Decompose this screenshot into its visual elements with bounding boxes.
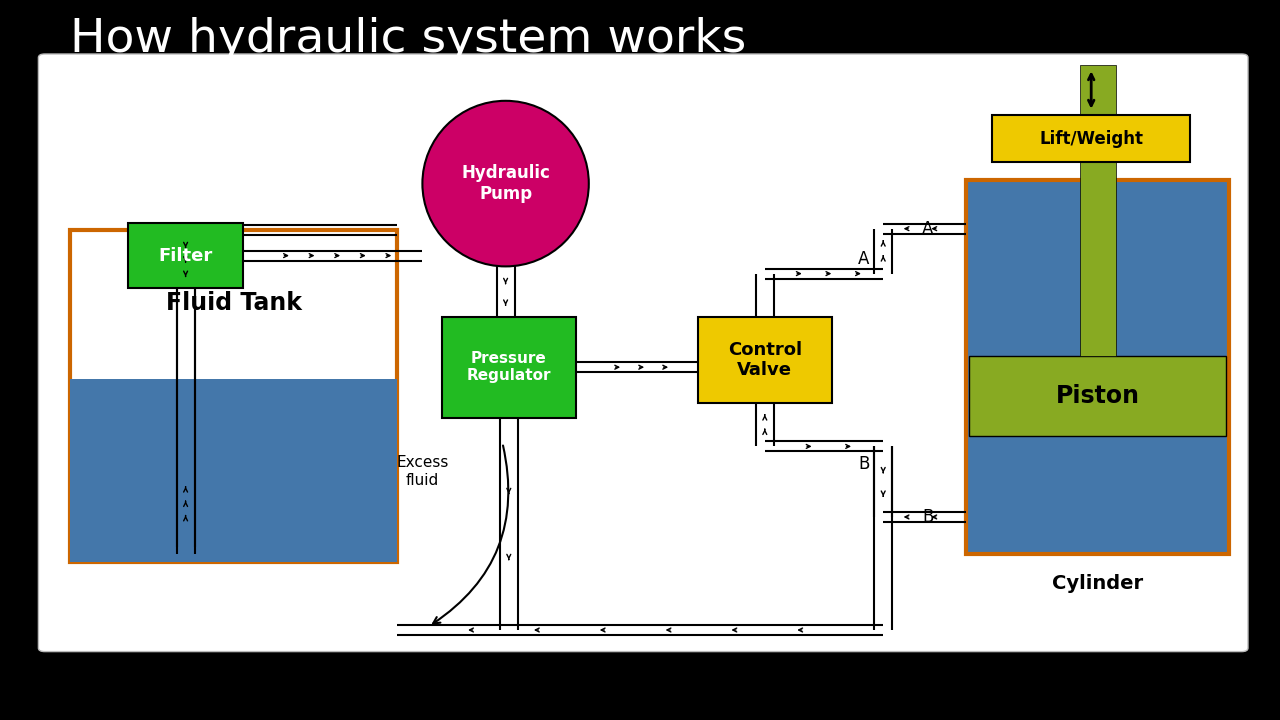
- Text: Fluid Tank: Fluid Tank: [165, 292, 302, 315]
- Bar: [70, 230, 397, 562]
- Bar: [992, 115, 1190, 162]
- Text: B: B: [859, 456, 869, 474]
- Bar: [1080, 65, 1116, 356]
- Text: A: A: [859, 250, 869, 268]
- Text: Piston: Piston: [1056, 384, 1139, 408]
- Bar: [969, 356, 1226, 436]
- Bar: [966, 180, 1229, 554]
- FancyBboxPatch shape: [38, 54, 1248, 652]
- Text: Cylinder: Cylinder: [1052, 574, 1143, 593]
- Text: Lift/Weight: Lift/Weight: [1039, 130, 1143, 148]
- Bar: [442, 317, 576, 418]
- Bar: [70, 379, 397, 562]
- Bar: [128, 223, 243, 288]
- Text: B: B: [923, 508, 933, 526]
- Ellipse shape: [422, 101, 589, 266]
- Text: Pressure
Regulator: Pressure Regulator: [466, 351, 552, 383]
- Text: Excess
fluid: Excess fluid: [397, 456, 448, 488]
- Text: A: A: [923, 220, 933, 238]
- Text: Filter: Filter: [159, 247, 212, 265]
- FancyArrowPatch shape: [433, 446, 508, 624]
- Bar: [698, 317, 832, 403]
- Text: How hydraulic system works: How hydraulic system works: [70, 17, 746, 62]
- Text: Control
Valve: Control Valve: [728, 341, 801, 379]
- Text: Hydraulic
Pump: Hydraulic Pump: [461, 164, 550, 203]
